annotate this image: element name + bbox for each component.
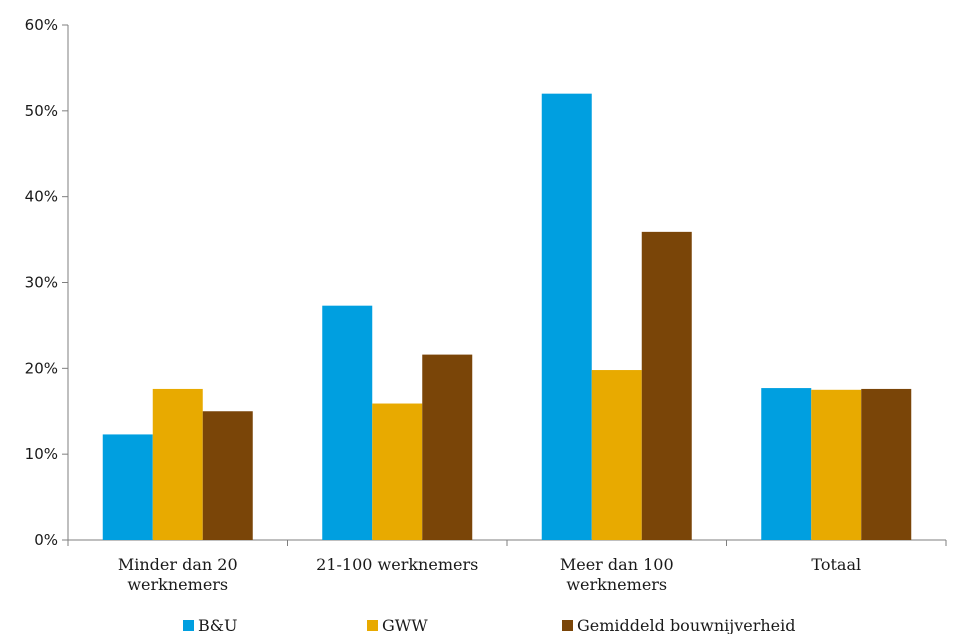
x-category-label: Minder dan 20 xyxy=(118,555,238,574)
bar-gemiddeld-bouwnijverheid-2 xyxy=(641,231,692,540)
x-category-label: Meer dan 100 xyxy=(560,555,674,574)
y-tick-label: 0% xyxy=(34,531,58,549)
y-tick-label: 60% xyxy=(25,16,58,34)
x-category-label: 21-100 werknemers xyxy=(316,555,478,574)
bar-gww-2 xyxy=(591,370,642,540)
x-category-label: Totaal xyxy=(811,555,861,574)
legend-swatch xyxy=(367,620,378,631)
bar-b-u-1 xyxy=(322,305,373,540)
bar-gww-0 xyxy=(152,388,203,540)
bar-gww-3 xyxy=(811,389,862,540)
bar-gemiddeld-bouwnijverheid-0 xyxy=(202,411,253,540)
bar-gww-1 xyxy=(372,403,423,540)
y-axis-ticks: 0% 10% 20% 30% 40% 50% 60% xyxy=(25,16,68,549)
y-tick-label: 10% xyxy=(25,445,58,463)
bar-b-u-0 xyxy=(102,434,153,540)
legend: B&U GWW Gemiddeld bouwnijverheid xyxy=(183,616,795,634)
legend-label: B&U xyxy=(198,616,237,634)
bar-gemiddeld-bouwnijverheid-1 xyxy=(422,354,473,540)
x-axis-ticks xyxy=(67,540,947,546)
y-tick-label: 30% xyxy=(25,274,58,292)
bar-b-u-3 xyxy=(761,388,812,540)
legend-swatch xyxy=(183,620,194,631)
bar-gemiddeld-bouwnijverheid-3 xyxy=(861,388,912,540)
bars xyxy=(102,93,912,541)
y-tick-label: 40% xyxy=(25,188,58,206)
x-category-label: werknemers xyxy=(566,575,667,594)
x-category-label: werknemers xyxy=(127,575,228,594)
legend-label: Gemiddeld bouwnijverheid xyxy=(577,616,795,634)
legend-swatch xyxy=(562,620,573,631)
bar-b-u-2 xyxy=(541,93,592,541)
y-tick-label: 20% xyxy=(25,359,58,377)
y-tick-label: 50% xyxy=(25,102,58,120)
legend-label: GWW xyxy=(382,616,428,634)
